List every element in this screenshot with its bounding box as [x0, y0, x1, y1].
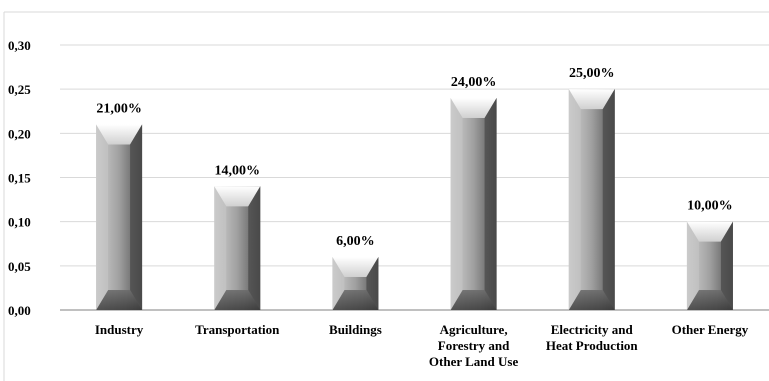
bar-right-bevel [366, 257, 379, 310]
category-label: Buildings [329, 322, 382, 337]
category-label-line: Agriculture, [440, 322, 508, 337]
data-label: 14,00% [215, 163, 261, 178]
bar-right-bevel [248, 186, 261, 310]
category-label: Electricity and Heat Production [546, 322, 639, 353]
y-tick-label: 0,30 [8, 38, 31, 53]
bar [214, 186, 261, 310]
bar-face [226, 206, 249, 290]
category-labels: Industry Transportation Buildings Agricultu… [95, 322, 749, 369]
y-tick-label: 0,10 [8, 215, 31, 230]
bar-face [108, 144, 131, 290]
bar-base [686, 290, 733, 310]
bar-left-bevel [332, 257, 345, 310]
bar-base [96, 290, 143, 310]
category-label-line: Other Land Use [429, 354, 519, 369]
bar-left-bevel [450, 98, 463, 310]
category-label: Agriculture, Forestry and Other Land Use [429, 322, 519, 369]
bar [96, 124, 143, 310]
y-tick-label: 0,15 [8, 171, 31, 186]
bar [686, 221, 733, 310]
data-label: 25,00% [569, 66, 615, 81]
data-label: 21,00% [96, 102, 142, 117]
bar-base [568, 290, 615, 310]
bar-face [344, 277, 367, 290]
category-label: Industry [95, 322, 144, 337]
bar [450, 98, 497, 310]
category-label-line: Other Energy [672, 322, 749, 337]
category-label-line: Heat Production [546, 338, 639, 353]
bar-cap [450, 98, 497, 118]
bar-left-bevel [568, 89, 581, 311]
bar-right-bevel [484, 98, 497, 310]
axes [3, 11, 769, 381]
bar-base [332, 290, 379, 310]
category-label-line: Forestry and [438, 338, 510, 353]
data-label: 10,00% [687, 199, 733, 214]
bar-face [698, 241, 721, 290]
bar-face [462, 118, 485, 290]
category-label: Transportation [195, 322, 280, 337]
bar-cap [96, 124, 143, 145]
bar-left-bevel [96, 124, 109, 310]
category-label-line: Buildings [329, 322, 382, 337]
category-label-line: Transportation [195, 322, 280, 337]
data-label: 6,00% [336, 234, 375, 249]
bar-cap [332, 257, 379, 277]
bar-left-bevel [214, 186, 227, 310]
bar-face [580, 109, 603, 291]
y-tick-label: 0,05 [8, 259, 31, 274]
bar [332, 257, 379, 310]
data-labels: 21,00% 14,00% 6,00% 24,00% 25,00% 10,00% [96, 66, 732, 249]
bar [568, 89, 615, 311]
y-axis-tick-labels: 0,00 0,05 0,10 0,15 0,20 0,25 0,30 [8, 38, 31, 318]
bar-left-bevel [686, 221, 699, 310]
gridlines [60, 44, 769, 267]
bar-base [214, 290, 261, 310]
bar-right-bevel [130, 124, 143, 310]
bar-cap [686, 221, 733, 242]
bar-right-bevel [720, 221, 733, 310]
y-tick-label: 0,20 [8, 126, 31, 141]
category-label: Other Energy [672, 322, 749, 337]
y-tick-label: 0,00 [8, 303, 31, 318]
bar-base [450, 290, 497, 310]
bar-cap [568, 89, 615, 110]
category-label-line: Electricity and [551, 322, 634, 337]
data-label: 24,00% [451, 75, 497, 90]
bar-cap [214, 186, 261, 207]
bar-right-bevel [602, 89, 615, 311]
y-tick-label: 0,25 [8, 82, 31, 97]
category-label-line: Industry [95, 322, 144, 337]
bars [96, 89, 733, 311]
